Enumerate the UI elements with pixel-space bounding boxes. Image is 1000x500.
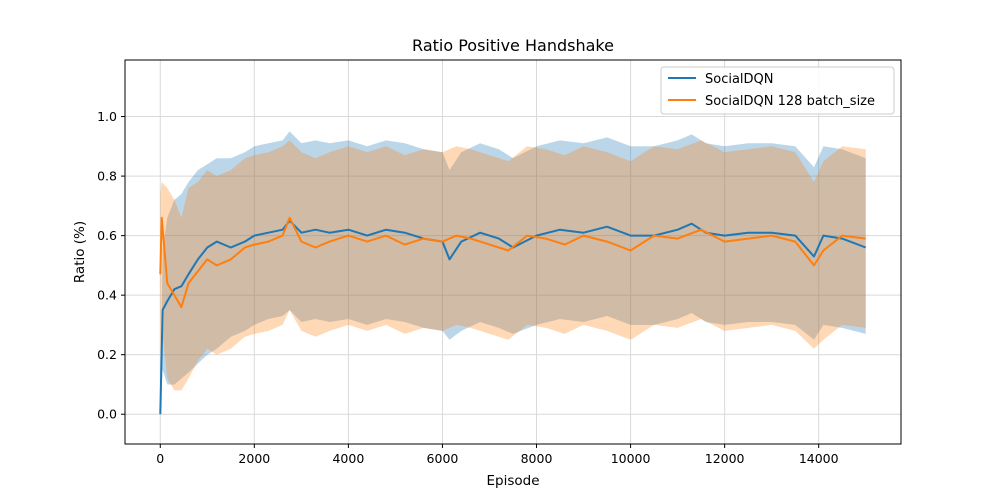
line-socialdqn-128-batch-size [159, 216, 866, 309]
x-tick-label: 6000 [427, 451, 459, 466]
legend-label-socialdqn-128-batch-size: SocialDQN 128 batch_size [705, 94, 875, 109]
axis-ticks: 0 2000 4000 6000 8000 10000 12000 14000 0.0 0.2 0.… [97, 109, 839, 466]
y-tick-label: 0.6 [97, 228, 117, 243]
x-tick-label: 0 [156, 451, 164, 466]
x-tick-label: 2000 [238, 451, 270, 466]
x-tick-label: 14000 [799, 451, 839, 466]
y-tick-label: 1.0 [97, 109, 117, 124]
y-tick-label: 0.4 [97, 288, 117, 303]
y-tick-label: 0.0 [97, 407, 117, 422]
y-tick-label: 0.8 [97, 169, 117, 184]
plot-frame [124, 59, 902, 445]
band-socialdqn-128-batch-size [160, 140, 866, 391]
legend-label-socialdqn: SocialDQN [705, 72, 774, 87]
legend-box [660, 66, 895, 115]
x-tick-label: 10000 [611, 451, 651, 466]
x-axis-title: Episode [486, 473, 539, 489]
chart-title: Ratio Positive Handshake [412, 36, 614, 55]
confidence-bands [160, 131, 866, 415]
y-axis-title: Ratio (%) [72, 221, 88, 283]
series-lines [159, 216, 867, 415]
legend: SocialDQN SocialDQN 128 batch_size [660, 66, 895, 115]
x-tick-label: 4000 [332, 451, 364, 466]
x-tick-label: 12000 [705, 451, 745, 466]
band-socialdqn [160, 131, 866, 415]
grid [125, 60, 901, 444]
y-tick-label: 0.2 [97, 347, 117, 362]
x-tick-label: 8000 [521, 451, 553, 466]
